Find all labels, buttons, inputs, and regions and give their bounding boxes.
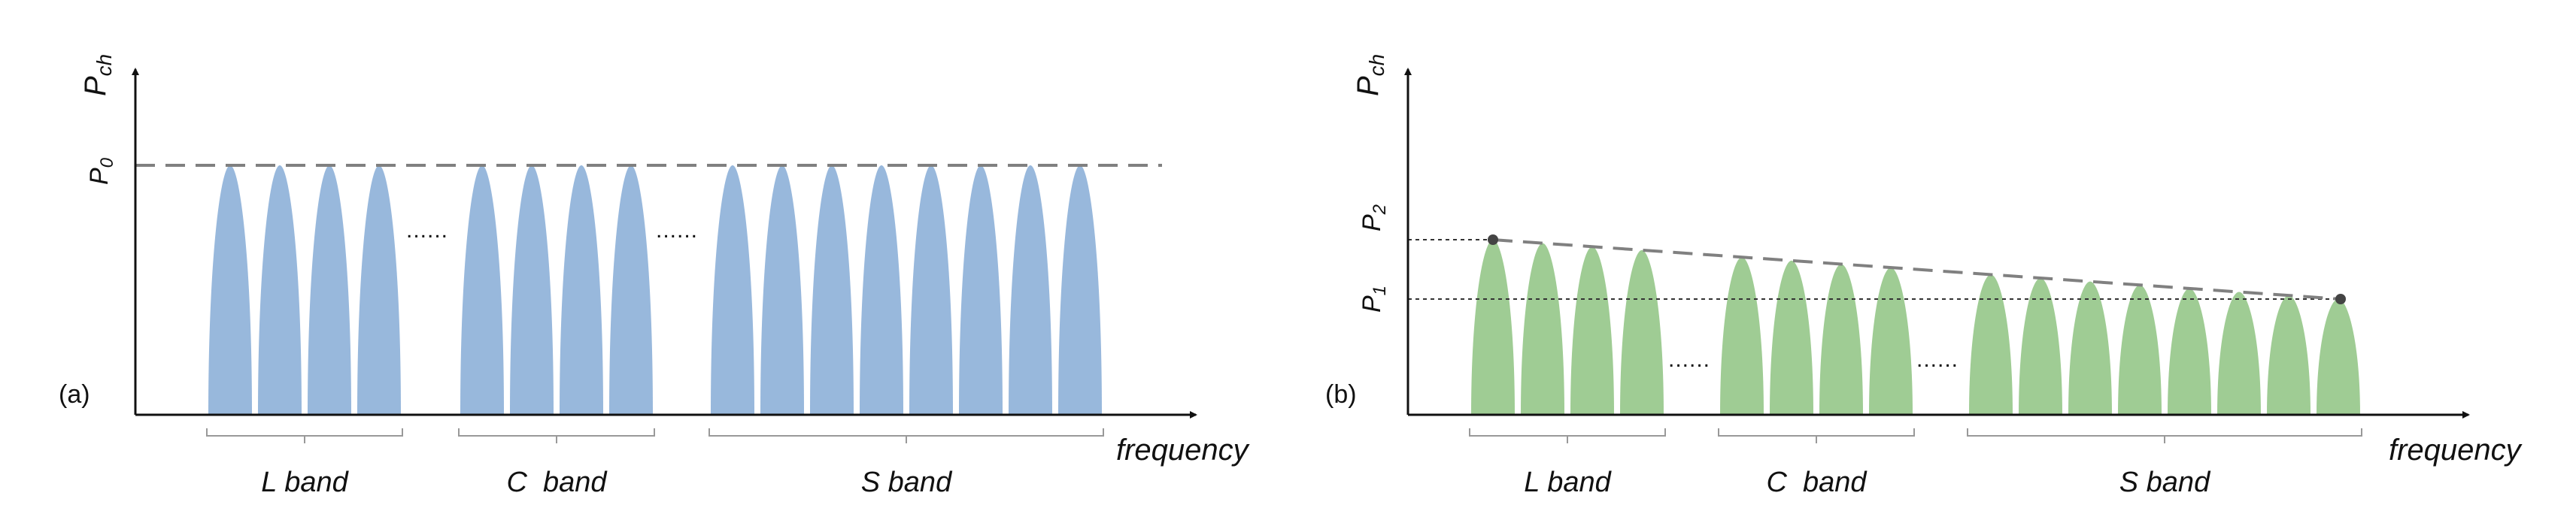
panel-b-tilt-end-point [2335,294,2346,304]
panel-b-channel [2168,288,2211,415]
panel-b-band-label-1: C band [1766,467,1868,498]
panel-a-channel [1009,165,1052,415]
panel-b-x-axis-label: frequency [2389,434,2523,467]
panel-b-p1-label: P1 [1358,286,1390,313]
panel-a-band-label-0: L band [261,467,349,498]
panel-b-channels [1471,240,2360,415]
panel-b-channel [2019,278,2062,415]
panel-b-channel [1521,243,1564,415]
panel-b-tilt-start-point [1488,234,1498,245]
panel-a-band-label-2: S band [861,467,953,498]
panel-a-tag: (a) [59,380,90,409]
panel-a-channel [258,165,302,415]
panel-b-channel [2317,298,2360,415]
panel-a-channel [1058,165,1102,415]
panel-b-channel [1770,260,1813,415]
panel-a-channel [357,165,401,415]
panel-a-channel [711,165,754,415]
panel-b-channel [1819,264,1863,415]
panel-a-dots-2: ...... [656,218,698,243]
panel-a-x-axis-label: frequency [1116,434,1251,467]
panel-a-channel [308,165,351,415]
panel-b-channel [2118,285,2162,415]
panel-a-bracket-2 [708,428,1104,443]
panel-a-channels [208,165,1102,415]
panel-a-y-axis-label: Pch [79,54,116,96]
panel-a-channel [860,165,903,415]
panel-a-channel [460,165,504,415]
panel-b-tag: (b) [1325,380,1357,409]
panel-a-channel [959,165,1003,415]
panel-a-channel [810,165,854,415]
panel-b-p2-label: P2 [1358,204,1390,231]
panel-b-bracket-2 [1967,428,2362,443]
panel-b-channel [1969,274,2013,415]
panel-b-bracket-0 [1469,428,1666,443]
panel-a-dots-1: ...... [406,218,448,243]
panel-b-band-label-2: S band [2119,467,2211,498]
panel-a-channel [208,165,252,415]
panel-b-channel [2217,292,2261,415]
panel-b: Pch P2 P1 (b) frequency ...... ...... L … [1325,54,2523,498]
panel-b-channel [1869,268,1913,415]
panel-b-channel [1471,240,1515,415]
panel-a-channel [560,165,603,415]
panel-a-channel [760,165,804,415]
panel-a-level-label: P0 [85,157,117,185]
panel-a-band-label-1: C band [506,467,608,498]
panel-b-band-brackets: L band C band S band [1469,428,2362,498]
panel-a-channel [609,165,653,415]
panel-b-channel [1720,257,1764,415]
panel-a-bracket-1 [458,428,655,443]
panel-b-channel [1570,246,1614,415]
panel-b-band-label-0: L band [1524,467,1612,498]
panel-b-dots-2: ...... [1916,347,1959,372]
panel-b-tilt-line [1492,238,2341,301]
panel-a-bracket-0 [206,428,403,443]
panel-b-channel [1620,249,1664,415]
panel-b-channel [2068,281,2112,415]
panel-b-bracket-1 [1718,428,1915,443]
panel-b-channel [2267,295,2311,415]
panel-b-dots-1: ...... [1668,347,1710,372]
panel-b-y-axis-label: Pch [1352,54,1388,96]
panel-a: Pch P0 (a) frequency ...... ...... L ban… [59,54,1251,498]
panel-a-channel [510,165,554,415]
panel-a-band-brackets: L band C band S band [206,428,1104,498]
panel-a-channel [909,165,953,415]
